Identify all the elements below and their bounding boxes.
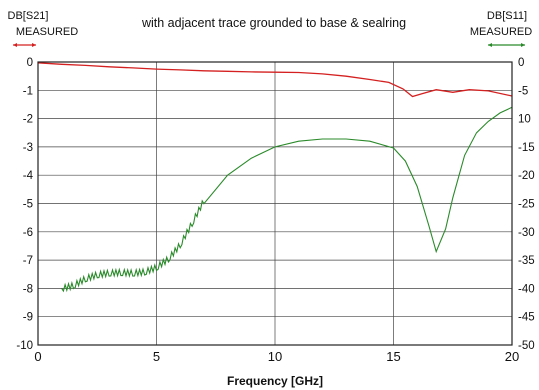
x-axis-label: Frequency [GHz]	[227, 374, 323, 388]
right-tick-label: -20	[518, 170, 535, 182]
left-tick-label: -1	[23, 85, 33, 97]
left-tick-label: -3	[23, 142, 33, 154]
x-tick-label: 15	[386, 349, 400, 364]
x-tick-label: 0	[34, 349, 41, 364]
right-legend-marker	[488, 43, 525, 47]
right-tick-label: -35	[518, 255, 535, 267]
left-legend-marker	[13, 43, 36, 47]
left-axis-label-line2: MEASURED	[16, 26, 78, 38]
chart-title: with adjacent trace grounded to base & s…	[141, 16, 406, 30]
s21-series-line	[37, 62, 513, 98]
left-tick-label: -9	[23, 312, 33, 324]
right-axis-label-line1: DB[S11]	[487, 10, 527, 22]
series-layer	[37, 62, 513, 293]
s11-series-line	[61, 106, 513, 293]
left-tick-label: 0	[27, 57, 33, 69]
right-tick-label: 0	[518, 57, 524, 69]
right-tick-label: -45	[518, 312, 535, 324]
plot-frame	[37, 61, 513, 346]
right-tick-label: -5	[518, 85, 528, 97]
left-tick-label: -10	[16, 340, 33, 352]
right-tick-label: -15	[518, 142, 535, 154]
left-tick-label: -2	[23, 114, 33, 126]
x-tick-label: 20	[505, 349, 519, 364]
left-tick-label: -8	[23, 283, 33, 295]
right-tick-label: -40	[518, 283, 535, 295]
left-tick-label: -7	[23, 255, 33, 267]
x-tick-label: 5	[153, 349, 160, 364]
tick-labels: 0-1-2-3-4-5-6-7-8-9-100-510-15-20-25-30-…	[16, 57, 534, 364]
right-tick-label: -25	[518, 199, 535, 211]
right-tick-label: -50	[518, 340, 535, 352]
grid	[37, 61, 513, 346]
x-tick-label: 10	[268, 349, 282, 364]
left-tick-label: -6	[23, 227, 33, 239]
right-axis-label-line2: MEASURED	[470, 26, 532, 38]
left-tick-label: -5	[23, 199, 33, 211]
left-axis-label-line1: DB[S21]	[8, 10, 49, 22]
left-tick-label: -4	[23, 170, 34, 182]
right-tick-label: 10	[518, 114, 531, 126]
right-tick-label: -30	[518, 227, 535, 239]
